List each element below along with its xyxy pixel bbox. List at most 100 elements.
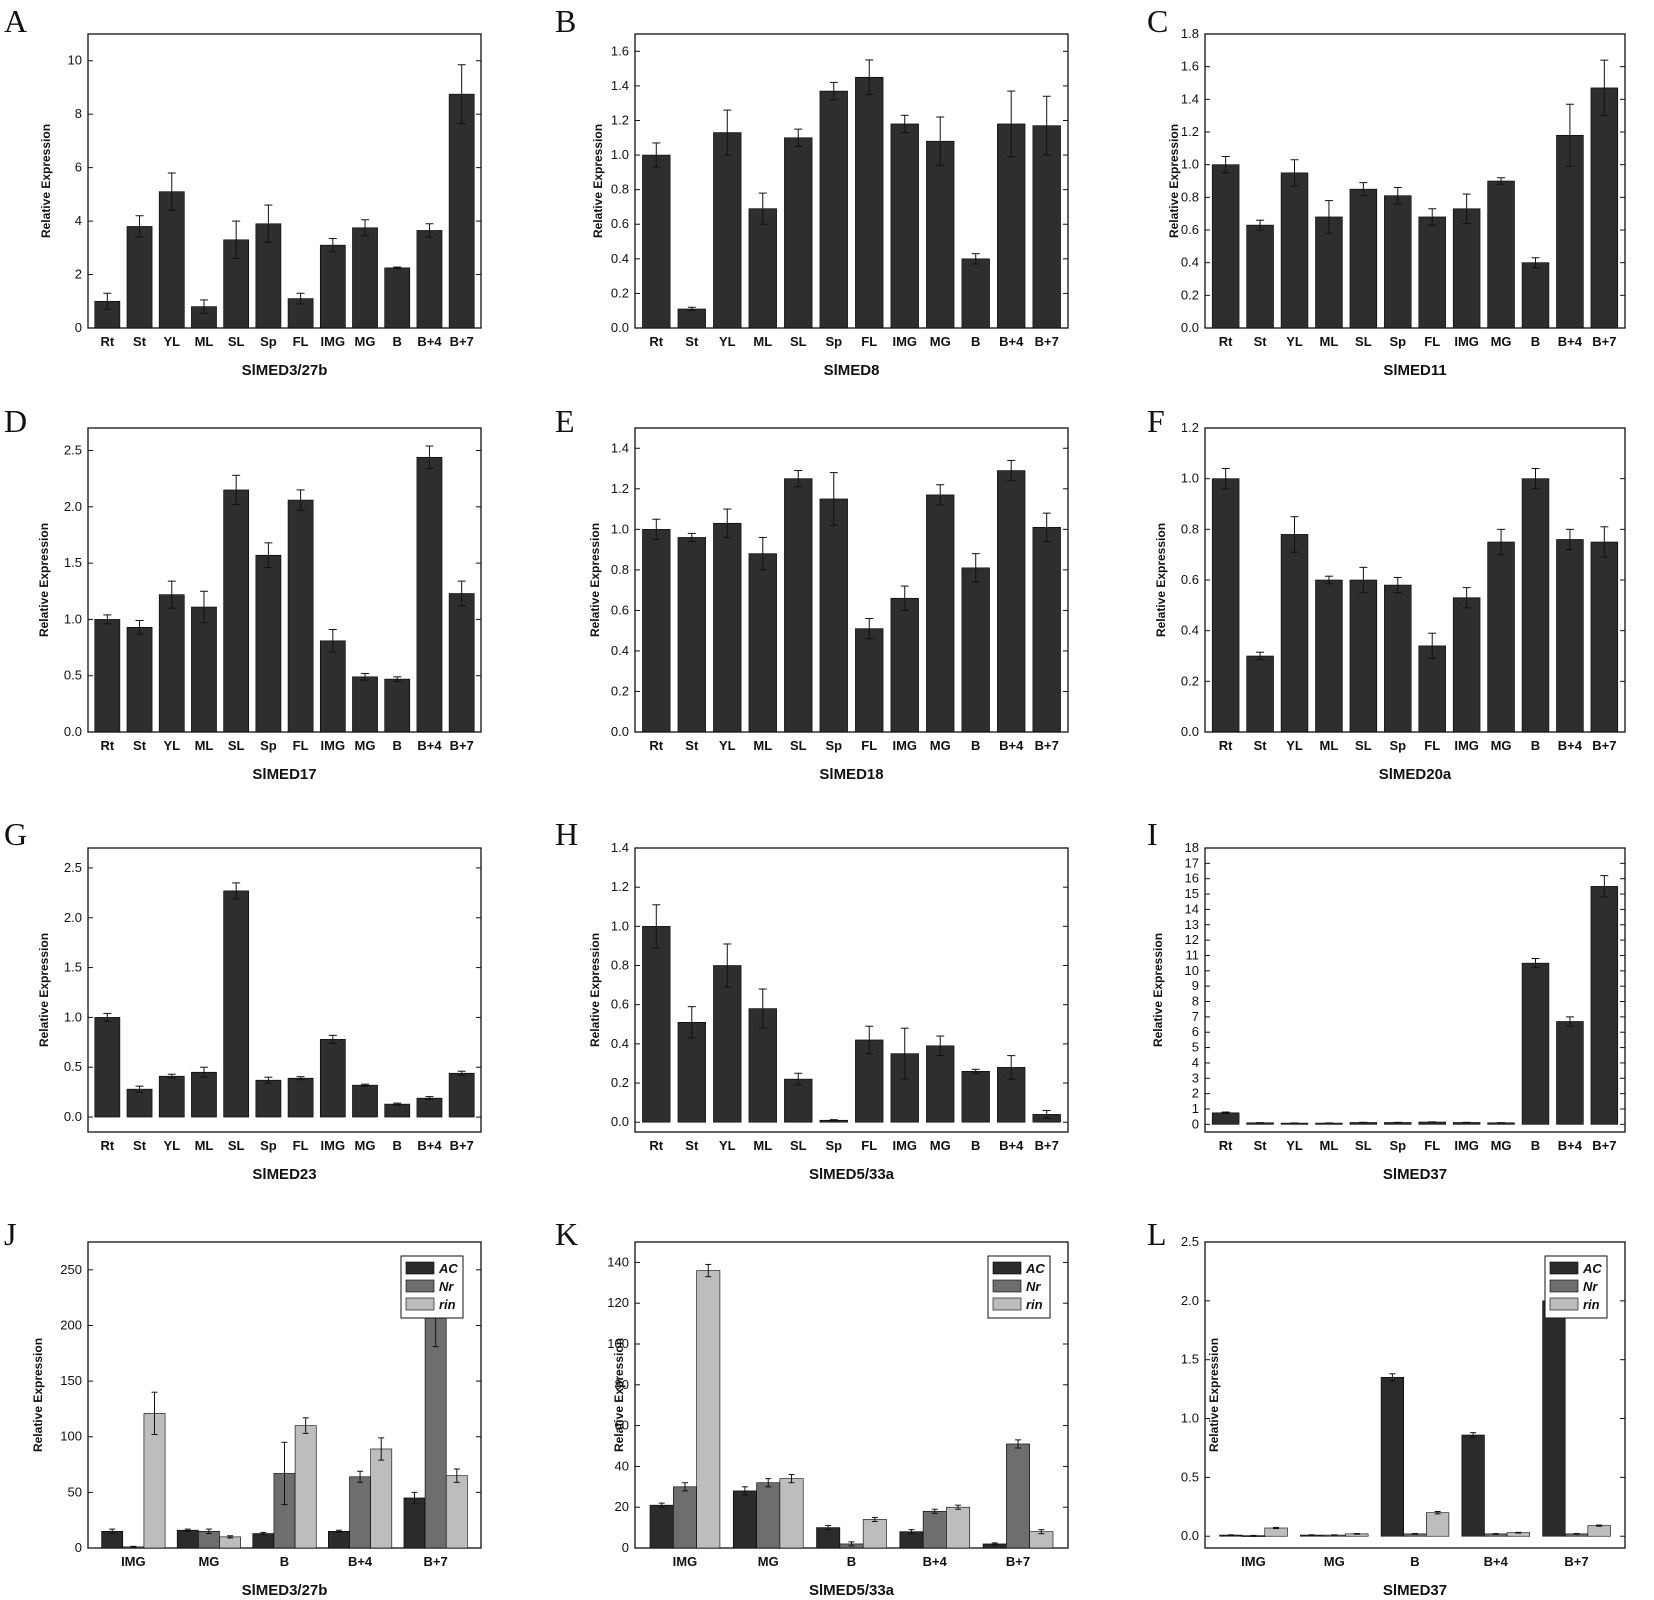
x-tick-label: SL (1355, 1138, 1372, 1153)
x-tick-label: Sp (825, 334, 842, 349)
bar-yl (158, 191, 185, 329)
x-tick-label: IMG (1454, 738, 1479, 753)
x-tick-label: YL (719, 738, 736, 753)
x-axis-label: SlMED5/33a (809, 1582, 895, 1599)
y-tick-label: 0.4 (1181, 255, 1199, 270)
panel-letter: L (1147, 1216, 1167, 1252)
x-tick-label: B+7 (450, 334, 474, 349)
y-tick-label: 0 (1192, 1116, 1199, 1131)
bar-ml (748, 553, 777, 733)
x-tick-label: IMG (1454, 1138, 1479, 1153)
y-tick-label: 0.0 (611, 320, 629, 335)
y-tick-label: 2.0 (1181, 1293, 1199, 1308)
y-tick-label: 0.6 (611, 602, 629, 617)
x-tick-label: IMG (121, 1554, 146, 1569)
legend-label-nr: Nr (1026, 1279, 1041, 1294)
bar-bplus7 (1032, 125, 1061, 329)
x-tick-label: B+7 (1592, 334, 1616, 349)
y-tick-label: 1.2 (611, 879, 629, 894)
x-tick-label: ML (1320, 738, 1339, 753)
y-tick-label: 1.5 (64, 960, 82, 975)
bar-bplus4 (416, 1097, 443, 1118)
bar-img (1452, 208, 1481, 329)
x-tick-label: MG (355, 738, 376, 753)
y-tick-label: 150 (60, 1373, 82, 1388)
x-tick-label: MG (1491, 1138, 1512, 1153)
y-tick-label: 60 (615, 1418, 629, 1433)
legend-label-nr: Nr (1583, 1279, 1598, 1294)
y-tick-label: 18 (1185, 840, 1199, 855)
y-tick-label: 1.4 (611, 840, 629, 855)
bar-sp (1384, 584, 1412, 733)
x-tick-label: FL (1424, 1138, 1440, 1153)
y-tick-label: 0.6 (1181, 572, 1199, 587)
x-tick-label: YL (1286, 334, 1303, 349)
bar-img (890, 597, 919, 733)
y-tick-label: 20 (615, 1499, 629, 1514)
bar-b (961, 258, 990, 329)
y-tick-label: 1.0 (1181, 1411, 1199, 1426)
y-tick-label: 2.5 (64, 860, 82, 875)
y-tick-label: 0.0 (1181, 1528, 1199, 1543)
legend-label-rin: rin (1583, 1297, 1600, 1312)
bar-sl (223, 890, 250, 1118)
x-tick-label: Rt (1219, 738, 1233, 753)
x-tick-label: FL (1424, 738, 1440, 753)
bar-rt (94, 1017, 121, 1118)
legend-swatch-rin (992, 1297, 1022, 1311)
x-tick-label: IMG (673, 1554, 698, 1569)
bar-ml (1315, 216, 1343, 329)
y-axis-label: Relative Expression (612, 1338, 626, 1452)
bar-b (961, 567, 990, 733)
x-tick-label: Rt (1219, 334, 1233, 349)
panel-letter: A (4, 3, 27, 39)
x-tick-label: FL (861, 738, 877, 753)
y-tick-label: 1.8 (1181, 26, 1199, 41)
x-tick-label: ML (195, 1138, 214, 1153)
y-tick-label: 0.5 (1181, 1469, 1199, 1484)
y-tick-label: 0.2 (611, 285, 629, 300)
bar-yl (713, 132, 742, 329)
x-tick-label: B+4 (348, 1554, 373, 1569)
bar-bplus7 (448, 93, 475, 329)
bar-rin-img (1264, 1527, 1288, 1537)
x-tick-label: FL (1424, 334, 1440, 349)
y-tick-label: 5 (1192, 1040, 1199, 1055)
y-tick-label: 1.0 (611, 147, 629, 162)
x-tick-label: FL (293, 738, 309, 753)
x-tick-label: B+7 (1592, 738, 1616, 753)
y-tick-label: 0.0 (64, 1109, 82, 1124)
bar-ac-bplus7 (1542, 1300, 1566, 1537)
x-tick-label: St (685, 334, 699, 349)
panel-h: H 0.0 0.2 0.4 0.6 0.8 1.0 1.2 1.4 Relative Expres… (555, 816, 1069, 1183)
panel-letter: C (1147, 3, 1168, 39)
x-tick-label: IMG (1241, 1554, 1266, 1569)
panel-letter: D (4, 403, 27, 439)
x-tick-label: Rt (649, 738, 663, 753)
y-tick-label: 0.2 (1181, 287, 1199, 302)
y-tick-label: 13 (1185, 917, 1199, 932)
plot-frame (1204, 33, 1626, 329)
x-tick-label: ML (1320, 1138, 1339, 1153)
y-tick-label: 250 (60, 1262, 82, 1277)
y-tick-label: 0.4 (611, 251, 629, 266)
bar-ac-img (649, 1504, 674, 1549)
bar-rt (1211, 164, 1240, 329)
bar-bplus7 (448, 1072, 475, 1118)
bar-bplus7 (448, 593, 475, 733)
y-tick-label: 0 (75, 320, 82, 335)
y-tick-label: 1.2 (611, 481, 629, 496)
x-tick-label: SL (228, 1138, 245, 1153)
panel-j: J 0 50 100 150 200 250 Relative Expression SlMED… (4, 1216, 482, 1599)
bar-bplus7 (1590, 541, 1619, 733)
bar-fl (1418, 645, 1446, 733)
y-tick-label: 12 (1185, 932, 1199, 947)
x-tick-label: MG (198, 1554, 219, 1569)
y-tick-label: 2 (1192, 1086, 1199, 1101)
y-tick-label: 1.0 (1181, 157, 1199, 172)
x-tick-label: FL (293, 334, 309, 349)
legend-swatch-rin (405, 1297, 435, 1311)
x-tick-label: Sp (825, 738, 842, 753)
y-tick-label: 100 (607, 1336, 629, 1351)
x-tick-label: St (1254, 1138, 1268, 1153)
